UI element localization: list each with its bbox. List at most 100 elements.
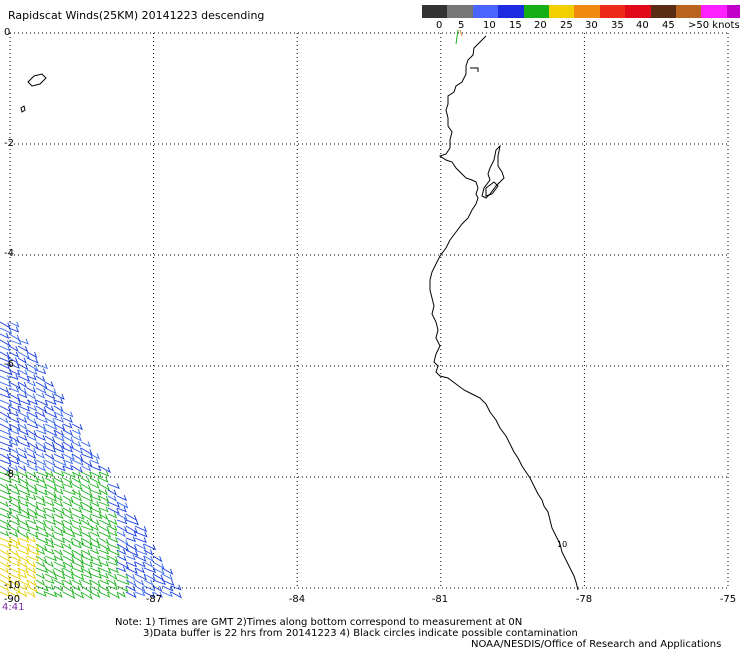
wind-barb xyxy=(62,446,74,453)
legend-swatch xyxy=(574,5,600,18)
wind-barb xyxy=(62,567,74,575)
wind-barb xyxy=(89,524,99,532)
wind-barb xyxy=(53,530,64,537)
wind-barb xyxy=(44,417,56,425)
wind-barb xyxy=(35,537,49,545)
wind-barb xyxy=(0,387,10,394)
wind-barb xyxy=(26,555,39,562)
wind-barb xyxy=(89,591,101,598)
wind-barb xyxy=(89,555,101,562)
wind-barb xyxy=(26,387,37,394)
wind-barb xyxy=(98,567,112,575)
wind-barb xyxy=(35,411,46,418)
wind-barb xyxy=(44,477,56,484)
wind-barb xyxy=(35,500,46,507)
wind-barb xyxy=(62,519,73,526)
wind-barb xyxy=(44,506,56,513)
wind-barb xyxy=(62,591,76,599)
wind-barb xyxy=(71,435,82,442)
wind-barb xyxy=(80,495,94,503)
wind-barb xyxy=(107,495,118,502)
wind-barb xyxy=(80,501,93,510)
wind-barb xyxy=(8,537,21,545)
wind-barb xyxy=(89,458,100,465)
wind-barb xyxy=(0,591,11,598)
wind-barb xyxy=(71,495,83,502)
wind-barb xyxy=(116,501,129,509)
wind-barb xyxy=(89,489,102,495)
lat-label: -10 xyxy=(4,580,21,591)
wind-barb xyxy=(62,416,73,423)
wind-barb xyxy=(8,507,22,515)
wind-barb xyxy=(44,525,55,533)
wind-barb xyxy=(62,429,73,436)
wind-barb xyxy=(53,537,66,544)
wind-barb xyxy=(89,471,102,479)
wind-barb xyxy=(17,579,30,587)
wind-barbs xyxy=(0,321,182,600)
wind-barb xyxy=(116,506,127,513)
wind-barb xyxy=(80,585,93,594)
wind-barb xyxy=(0,495,13,502)
wind-barb xyxy=(89,531,100,538)
wind-barb xyxy=(152,561,165,570)
wind-barb xyxy=(44,459,56,467)
wind-barb xyxy=(161,591,173,598)
wind-barb xyxy=(116,495,128,502)
wind-barb xyxy=(17,543,31,551)
wind-barb xyxy=(53,519,65,527)
wind-barb xyxy=(53,459,67,467)
wind-barb xyxy=(53,507,65,515)
wind-barb xyxy=(26,405,38,412)
wind-barb xyxy=(161,573,173,581)
wind-barb xyxy=(98,578,110,585)
wind-barb xyxy=(161,567,174,575)
legend-label: 40 xyxy=(636,20,649,31)
wind-barb xyxy=(116,531,126,538)
wind-barb xyxy=(116,585,129,593)
wind-barb xyxy=(17,351,30,360)
wind-barb xyxy=(35,405,47,413)
wind-barb xyxy=(17,555,29,563)
wind-barb xyxy=(26,483,38,491)
wind-barb xyxy=(44,531,56,539)
wind-barb xyxy=(134,573,148,581)
lon-label: -87 xyxy=(145,594,163,605)
legend-label: 15 xyxy=(509,20,522,31)
wind-barb xyxy=(98,495,110,502)
wind-barb xyxy=(35,368,47,375)
wind-barb xyxy=(89,495,102,502)
wind-barb xyxy=(125,585,136,592)
wind-barb xyxy=(17,363,29,371)
coastline xyxy=(20,35,579,591)
wind-barb xyxy=(71,483,83,491)
wind-barb xyxy=(71,530,83,537)
wind-barb xyxy=(53,446,65,453)
wind-barb xyxy=(107,555,119,563)
wind-barb xyxy=(8,351,20,358)
wind-barb xyxy=(98,537,110,545)
wind-barb xyxy=(17,399,31,406)
wind-barb xyxy=(89,477,101,485)
legend-swatch xyxy=(650,5,676,18)
wind-barb xyxy=(26,549,40,556)
wind-barb xyxy=(26,453,37,460)
wind-barb xyxy=(8,374,19,380)
wind-barb xyxy=(71,579,83,586)
wind-barb xyxy=(17,507,30,516)
wind-barb xyxy=(89,507,102,514)
wind-barb xyxy=(8,543,19,550)
wind-barb xyxy=(35,477,46,484)
legend-label: 10 xyxy=(483,20,496,31)
wind-barb xyxy=(116,537,129,546)
wind-barb xyxy=(107,530,118,537)
wind-barb xyxy=(8,567,21,574)
wind-barb xyxy=(17,375,31,383)
wind-barb xyxy=(71,429,82,436)
wind-barb xyxy=(0,453,11,461)
wind-barb xyxy=(0,441,13,448)
wind-barb xyxy=(8,495,21,503)
wind-barb xyxy=(0,524,10,531)
wind-barb xyxy=(80,567,92,575)
wind-barb xyxy=(134,555,147,562)
